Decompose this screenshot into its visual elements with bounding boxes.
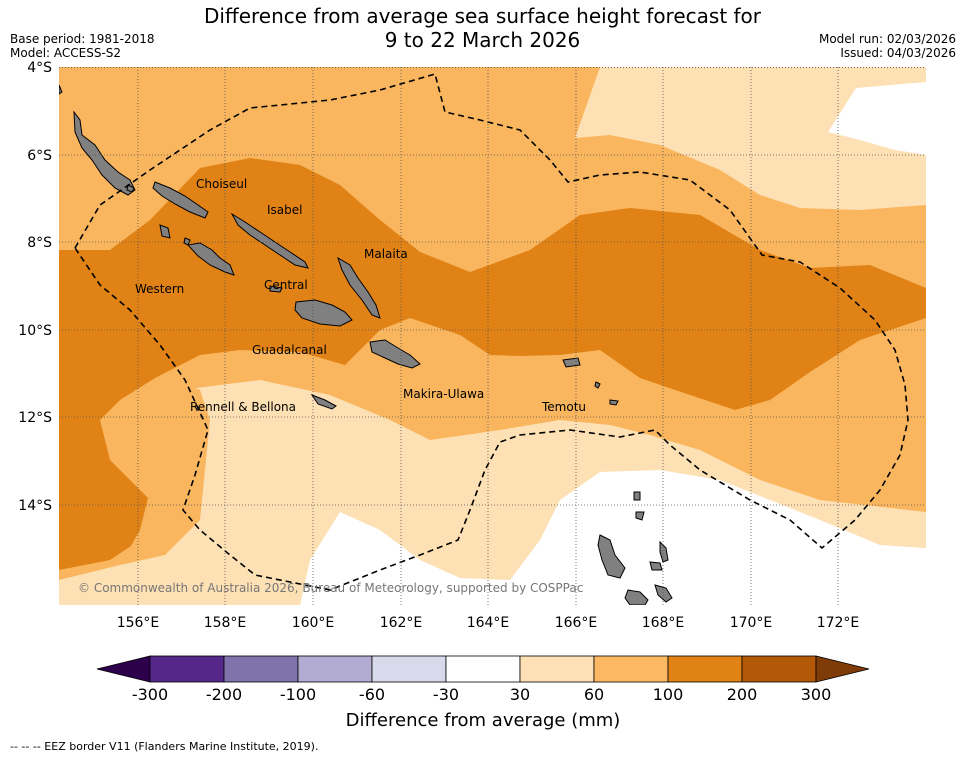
contour-30-60-north: [575, 67, 926, 210]
islet-utupua: [609, 399, 619, 406]
colorbar-tick-8: 100: [653, 685, 684, 704]
lon-label-160: 160°E: [292, 615, 335, 631]
contour-100-200: [59, 158, 926, 570]
lon-label-162: 162°E: [380, 615, 423, 631]
island-maewo: [659, 540, 669, 563]
colorbar-cell-1: [149, 655, 225, 683]
island-ambae: [649, 561, 663, 571]
label-guadalcanal: Guadalcanal: [252, 343, 327, 357]
island-espiritu-santo: [597, 534, 626, 579]
meta-right: Model run: 02/03/2026 Issued: 04/03/2026: [819, 32, 956, 60]
island-bougainville: [73, 110, 136, 196]
islet-ranongga: [183, 237, 191, 246]
contour-below-30-north: [828, 82, 926, 155]
island-malekula: [624, 589, 649, 605]
island-isabel: [230, 212, 309, 269]
island-vella-lavella: [159, 224, 171, 239]
chart-title: Difference from average sea surface heig…: [0, 4, 965, 52]
model-run: Model run: 02/03/2026: [818, 32, 956, 46]
longitude-labels: 156°E 158°E 160°E 162°E 164°E 166°E 168°…: [117, 615, 860, 631]
island-santa-cruz: [562, 357, 581, 368]
island-left-edge: [59, 84, 63, 95]
lon-label-166: 166°E: [555, 615, 598, 631]
lat-label-4s: 4°S: [27, 60, 52, 76]
lat-label-10s: 10°S: [18, 323, 52, 339]
base-period: Base period: 1981-2018: [10, 32, 155, 46]
label-malaita: Malaita: [364, 247, 408, 261]
islet-shortland: [126, 184, 135, 193]
graticule: [59, 67, 926, 605]
label-temotu: Temotu: [541, 400, 586, 414]
colorbar-cell-5: [445, 655, 521, 683]
land-masses: [59, 84, 673, 605]
lon-label-168: 168°E: [642, 615, 685, 631]
colorbar-under-arrow: [96, 655, 151, 683]
island-ambrym: [654, 584, 673, 603]
label-western: Western: [135, 282, 184, 296]
colorbar-tick-5: -30: [433, 685, 459, 704]
island-guadalcanal: [294, 299, 353, 327]
colorbar-cell-6: [519, 655, 595, 683]
colorbar-label: Difference from average (mm): [346, 710, 621, 731]
copyright-notice: © Commonwealth of Australia 2026, Bureau…: [78, 581, 583, 595]
colorbar-tick-6: 30: [510, 685, 530, 704]
colorbar-cell-7: [593, 655, 669, 683]
map-area: Choiseul Isabel Malaita Western Central …: [59, 67, 926, 605]
eez-border: [74, 73, 909, 591]
island-choiseul: [152, 181, 209, 219]
colorbar-tick-2: -200: [206, 685, 242, 704]
label-isabel: Isabel: [267, 203, 302, 217]
lon-label-164: 164°E: [467, 615, 510, 631]
colorbar-ticks: -300 -200 -100 -60 -30 30 60 100 200 300: [132, 685, 831, 704]
lat-label-12s: 12°S: [18, 410, 52, 426]
lon-label-172: 172°E: [817, 615, 860, 631]
island-makira: [369, 339, 421, 369]
label-choiseul: Choiseul: [196, 177, 247, 191]
label-central: Central: [264, 278, 308, 292]
colorbar-cell-9: [741, 655, 817, 683]
colorbar-cell-2: [223, 655, 299, 683]
lat-label-6s: 6°S: [27, 148, 52, 164]
colorbar-cells: [149, 655, 817, 683]
label-rennell-bellona: Rennell & Bellona: [190, 400, 296, 414]
colorbar-tick-4: -60: [359, 685, 385, 704]
lat-label-14s: 14°S: [18, 498, 52, 514]
colorbar-tick-10: 300: [801, 685, 832, 704]
island-nggela: [269, 285, 283, 293]
contour-60-100-inlet: [120, 380, 210, 565]
islet-banks: [635, 511, 645, 521]
colorbar-cell-4: [371, 655, 447, 683]
model-name: Model: ACCESS-S2: [10, 46, 122, 60]
issued-date: Issued: 04/03/2026: [840, 46, 956, 60]
colorbar-cell-3: [297, 655, 373, 683]
eez-footnote: -- -- -- EEZ border V11 (Flanders Marine…: [10, 740, 319, 753]
island-new-georgia: [187, 242, 235, 276]
island-malaita: [337, 256, 381, 319]
islet-reef: [594, 381, 601, 389]
lon-label-156: 156°E: [117, 615, 160, 631]
colorbar-cell-8: [667, 655, 743, 683]
label-makira-ulawa: Makira-Ulawa: [403, 387, 484, 401]
colorbar-tick-9: 200: [727, 685, 758, 704]
title-line-1: Difference from average sea surface heig…: [203, 4, 762, 28]
latitude-labels: 4°S 6°S 8°S 10°S 12°S 14°S: [18, 60, 52, 514]
colorbar-tick-1: -300: [132, 685, 168, 704]
meta-left: Base period: 1981-2018 Model: ACCESS-S2: [10, 32, 155, 60]
lon-label-158: 158°E: [204, 615, 247, 631]
lon-label-170: 170°E: [730, 615, 773, 631]
colorbar-tick-3: -100: [280, 685, 316, 704]
lat-label-8s: 8°S: [27, 235, 52, 251]
title-line-2: 9 to 22 March 2026: [384, 28, 581, 52]
island-rennell: [310, 393, 337, 410]
colorbar: -300 -200 -100 -60 -30 30 60 100 200 300…: [96, 655, 870, 731]
contour-below-30-south: [300, 470, 926, 605]
colorbar-over-arrow: [815, 655, 870, 683]
islet-torres: [633, 491, 641, 501]
colorbar-tick-7: 60: [584, 685, 604, 704]
